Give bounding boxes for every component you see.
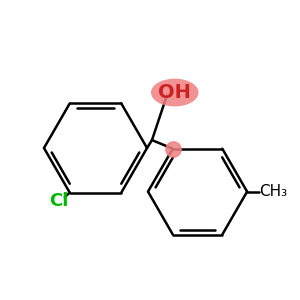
Ellipse shape (151, 79, 199, 106)
Text: Cl: Cl (49, 193, 68, 211)
Text: CH₃: CH₃ (259, 184, 287, 199)
Text: OH: OH (158, 83, 191, 102)
